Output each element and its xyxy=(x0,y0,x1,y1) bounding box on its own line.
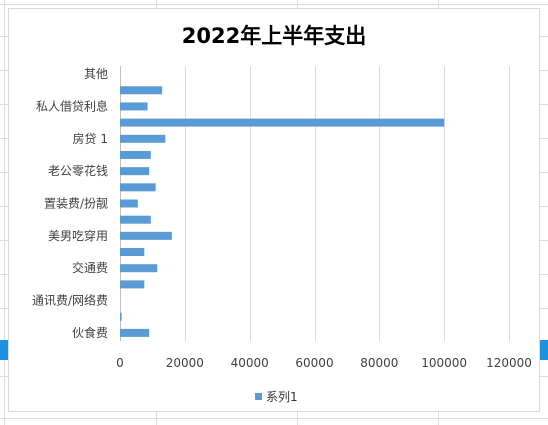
category-label: 其他 xyxy=(84,67,108,81)
legend-label: 系列1 xyxy=(266,389,298,404)
bar[interactable] xyxy=(120,102,148,111)
bar[interactable] xyxy=(120,248,145,257)
x-tick-label: 60000 xyxy=(295,356,333,370)
x-tick-label: 80000 xyxy=(360,356,398,370)
chart-title: 2022年上半年支出 xyxy=(181,24,367,48)
category-label: 伙食费 xyxy=(72,325,108,340)
bar[interactable] xyxy=(120,118,445,127)
category-label: 房贷 1 xyxy=(73,131,108,146)
bar[interactable] xyxy=(120,312,122,321)
row-selection-marker-left xyxy=(0,340,8,360)
bar[interactable] xyxy=(120,150,151,159)
x-tick-label: 100000 xyxy=(421,356,467,370)
category-label: 通讯费/网络费 xyxy=(32,293,108,308)
bar[interactable] xyxy=(120,280,145,289)
category-label: 置装费/扮靓 xyxy=(44,197,108,211)
bar[interactable] xyxy=(120,199,138,208)
chart-area[interactable] xyxy=(8,8,540,412)
legend: 系列1 xyxy=(255,388,298,404)
x-tick-label: 20000 xyxy=(166,356,204,370)
bar[interactable] xyxy=(120,328,150,337)
category-label: 私人借贷利息 xyxy=(36,98,108,113)
category-label: 交通费 xyxy=(72,260,108,275)
bar[interactable] xyxy=(120,86,163,95)
row-selection-marker-right xyxy=(540,340,548,360)
bar[interactable] xyxy=(120,183,156,192)
bar[interactable] xyxy=(120,215,151,224)
x-tick-label: 0 xyxy=(116,356,124,370)
bar[interactable] xyxy=(120,167,150,176)
x-tick-label: 40000 xyxy=(231,356,269,370)
legend-swatch xyxy=(255,392,262,400)
category-label: 美男吃穿用 xyxy=(48,228,108,243)
bar[interactable] xyxy=(120,264,158,273)
category-label: 老公零花钱 xyxy=(48,163,108,178)
x-tick-label: 120000 xyxy=(486,356,532,370)
bar[interactable] xyxy=(120,231,172,240)
bar[interactable] xyxy=(120,134,166,143)
